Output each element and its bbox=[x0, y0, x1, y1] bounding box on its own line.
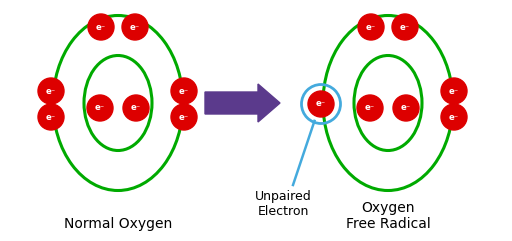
Text: e⁻: e⁻ bbox=[401, 103, 411, 113]
Circle shape bbox=[441, 104, 467, 130]
Text: e⁻: e⁻ bbox=[179, 87, 189, 95]
Text: Unpaired
Electron: Unpaired Electron bbox=[254, 190, 311, 218]
Circle shape bbox=[393, 95, 419, 121]
Circle shape bbox=[123, 95, 149, 121]
Text: e⁻: e⁻ bbox=[179, 113, 189, 121]
Circle shape bbox=[38, 104, 64, 130]
Text: e⁻: e⁻ bbox=[366, 22, 376, 32]
Text: e⁻: e⁻ bbox=[449, 87, 459, 95]
Text: e⁻: e⁻ bbox=[449, 113, 459, 121]
Circle shape bbox=[392, 14, 418, 40]
Circle shape bbox=[357, 95, 383, 121]
Text: e⁻: e⁻ bbox=[131, 103, 141, 113]
Circle shape bbox=[87, 95, 113, 121]
Circle shape bbox=[171, 78, 197, 104]
Text: Normal Oxygen: Normal Oxygen bbox=[64, 217, 172, 231]
Text: e⁻: e⁻ bbox=[96, 22, 106, 32]
Text: e⁻: e⁻ bbox=[95, 103, 105, 113]
FancyArrow shape bbox=[205, 84, 280, 122]
Text: e⁻: e⁻ bbox=[365, 103, 375, 113]
Circle shape bbox=[171, 104, 197, 130]
Circle shape bbox=[441, 78, 467, 104]
Text: e⁻: e⁻ bbox=[46, 87, 56, 95]
Text: Oxygen
Free Radical: Oxygen Free Radical bbox=[346, 201, 431, 231]
Text: e⁻: e⁻ bbox=[46, 113, 56, 121]
Circle shape bbox=[358, 14, 384, 40]
Text: e⁻: e⁻ bbox=[316, 100, 326, 108]
Circle shape bbox=[308, 91, 334, 117]
Circle shape bbox=[88, 14, 114, 40]
Text: e⁻: e⁻ bbox=[400, 22, 410, 32]
Circle shape bbox=[122, 14, 148, 40]
Text: e⁻: e⁻ bbox=[130, 22, 140, 32]
Circle shape bbox=[38, 78, 64, 104]
